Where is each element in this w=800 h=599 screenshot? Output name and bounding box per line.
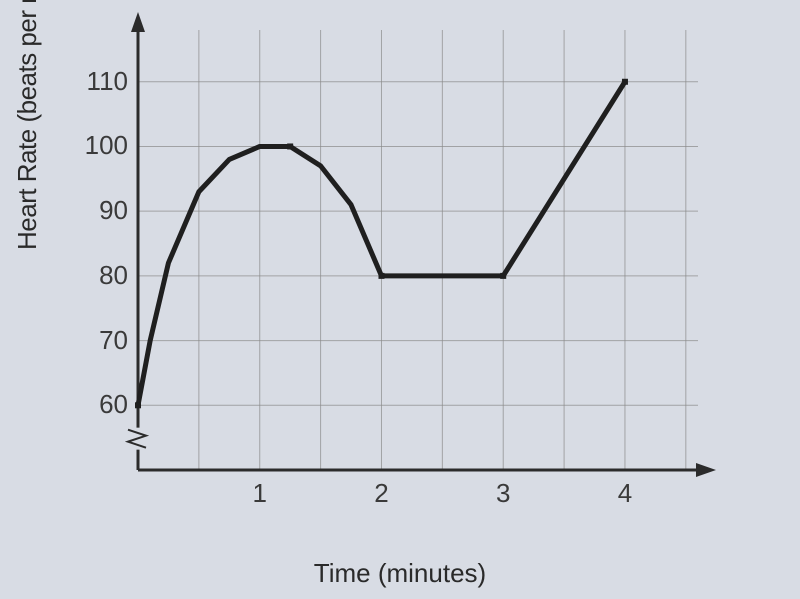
y-tick-label: 60 (78, 389, 128, 420)
x-tick-label: 3 (483, 478, 523, 509)
y-tick-label: 80 (78, 260, 128, 291)
x-tick-label: 2 (361, 478, 401, 509)
x-tick-label: 4 (605, 478, 645, 509)
x-tick-label: 1 (240, 478, 280, 509)
y-tick-label: 100 (78, 130, 128, 161)
y-tick-label: 110 (78, 66, 128, 97)
y-tick-label: 90 (78, 195, 128, 226)
y-tick-label: 70 (78, 325, 128, 356)
heart-rate-chart: Heart Rate (beats per minute) Time (minu… (0, 0, 800, 599)
